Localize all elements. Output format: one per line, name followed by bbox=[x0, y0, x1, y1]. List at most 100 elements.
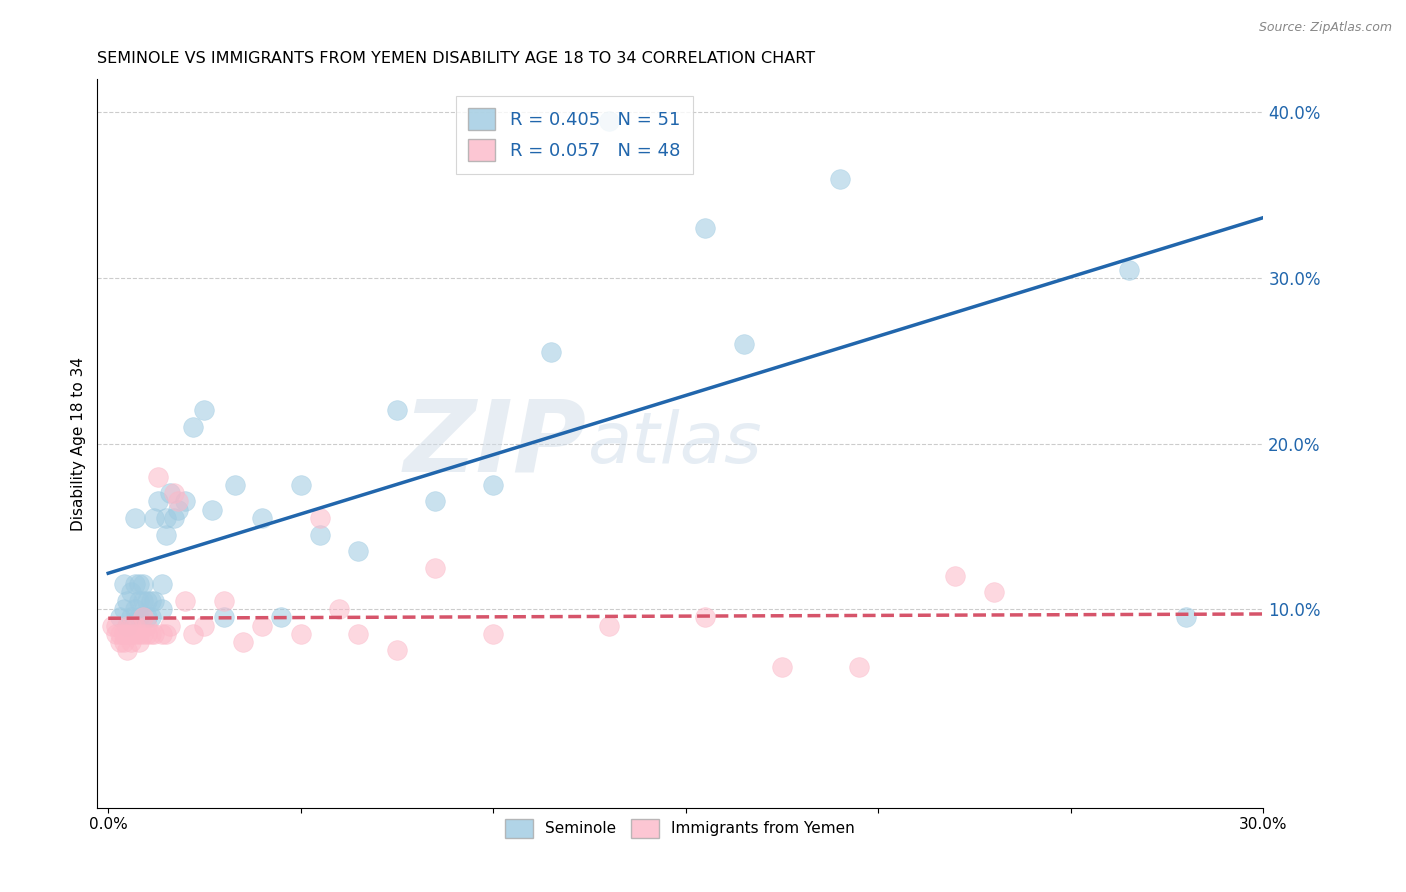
Point bbox=[328, 602, 350, 616]
Point bbox=[163, 486, 186, 500]
Point bbox=[124, 618, 146, 632]
Point bbox=[232, 635, 254, 649]
Text: ZIP: ZIP bbox=[404, 395, 586, 492]
Point bbox=[148, 494, 170, 508]
Point bbox=[112, 577, 135, 591]
Point bbox=[128, 594, 150, 608]
Point bbox=[104, 618, 127, 632]
Point bbox=[598, 113, 620, 128]
Point bbox=[540, 345, 562, 359]
Point bbox=[1118, 262, 1140, 277]
Point bbox=[385, 643, 408, 657]
Point bbox=[150, 602, 173, 616]
Point bbox=[425, 494, 447, 508]
Point bbox=[120, 618, 142, 632]
Point bbox=[482, 478, 505, 492]
Point bbox=[163, 511, 186, 525]
Point bbox=[193, 618, 215, 632]
Point bbox=[166, 494, 188, 508]
Point bbox=[120, 610, 142, 624]
Point bbox=[132, 610, 155, 624]
Point bbox=[135, 627, 157, 641]
Point bbox=[155, 511, 177, 525]
Point bbox=[139, 610, 162, 624]
Point bbox=[150, 577, 173, 591]
Point bbox=[120, 635, 142, 649]
Point bbox=[693, 221, 716, 235]
Point bbox=[943, 569, 966, 583]
Point bbox=[143, 627, 166, 641]
Point bbox=[132, 610, 155, 624]
Point bbox=[124, 602, 146, 616]
Point bbox=[733, 337, 755, 351]
Point bbox=[150, 627, 173, 641]
Point bbox=[212, 594, 235, 608]
Text: Source: ZipAtlas.com: Source: ZipAtlas.com bbox=[1258, 21, 1392, 34]
Point bbox=[124, 627, 146, 641]
Point bbox=[108, 635, 131, 649]
Point bbox=[117, 594, 139, 608]
Point bbox=[117, 643, 139, 657]
Point bbox=[117, 627, 139, 641]
Point bbox=[139, 594, 162, 608]
Point bbox=[347, 627, 370, 641]
Point bbox=[290, 478, 312, 492]
Point bbox=[120, 585, 142, 599]
Point bbox=[155, 627, 177, 641]
Point bbox=[124, 511, 146, 525]
Point bbox=[117, 618, 139, 632]
Point bbox=[174, 494, 197, 508]
Point bbox=[193, 403, 215, 417]
Point bbox=[212, 610, 235, 624]
Point bbox=[128, 610, 150, 624]
Point bbox=[108, 627, 131, 641]
Point bbox=[143, 511, 166, 525]
Point bbox=[252, 618, 274, 632]
Text: SEMINOLE VS IMMIGRANTS FROM YEMEN DISABILITY AGE 18 TO 34 CORRELATION CHART: SEMINOLE VS IMMIGRANTS FROM YEMEN DISABI… bbox=[97, 51, 815, 66]
Point bbox=[101, 618, 124, 632]
Point bbox=[112, 627, 135, 641]
Point bbox=[112, 602, 135, 616]
Point bbox=[132, 577, 155, 591]
Point bbox=[482, 627, 505, 641]
Point bbox=[347, 544, 370, 558]
Point bbox=[693, 610, 716, 624]
Point bbox=[309, 527, 332, 541]
Point bbox=[148, 469, 170, 483]
Point bbox=[108, 610, 131, 624]
Point bbox=[124, 577, 146, 591]
Point bbox=[135, 610, 157, 624]
Point bbox=[117, 618, 139, 632]
Legend: R = 0.405   N = 51, R = 0.057   N = 48: R = 0.405 N = 51, R = 0.057 N = 48 bbox=[456, 95, 693, 174]
Point bbox=[983, 585, 1005, 599]
Point bbox=[139, 627, 162, 641]
Text: atlas: atlas bbox=[586, 409, 761, 478]
Point bbox=[135, 618, 157, 632]
Point bbox=[309, 511, 332, 525]
Point bbox=[1175, 610, 1198, 624]
Point bbox=[181, 627, 204, 641]
Point bbox=[159, 486, 181, 500]
Point bbox=[848, 660, 870, 674]
Y-axis label: Disability Age 18 to 34: Disability Age 18 to 34 bbox=[72, 357, 86, 531]
Point bbox=[224, 478, 246, 492]
Point bbox=[128, 635, 150, 649]
Point bbox=[290, 627, 312, 641]
Point bbox=[112, 635, 135, 649]
Point bbox=[174, 594, 197, 608]
Point bbox=[385, 403, 408, 417]
Point bbox=[132, 594, 155, 608]
Point bbox=[128, 627, 150, 641]
Point bbox=[120, 627, 142, 641]
Point bbox=[270, 610, 292, 624]
Point bbox=[201, 502, 224, 516]
Point bbox=[181, 420, 204, 434]
Point bbox=[135, 594, 157, 608]
Point bbox=[155, 527, 177, 541]
Point bbox=[128, 577, 150, 591]
Point bbox=[159, 618, 181, 632]
Point bbox=[598, 618, 620, 632]
Point bbox=[828, 171, 851, 186]
Point bbox=[166, 502, 188, 516]
Point bbox=[425, 560, 447, 574]
